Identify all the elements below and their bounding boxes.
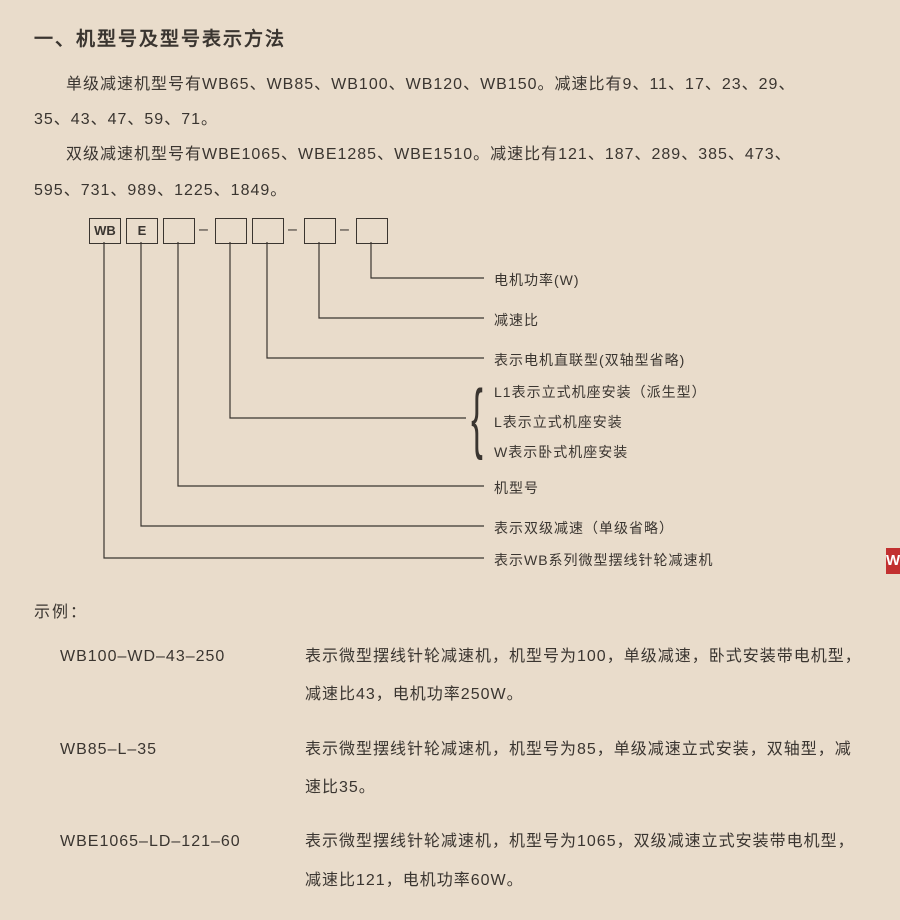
brace-icon: { <box>471 378 483 456</box>
label-stage: 表示双级减速（单级省略） <box>494 518 674 538</box>
diagram-lines <box>34 218 866 588</box>
section-heading: 一、机型号及型号表示方法 <box>34 24 866 51</box>
example-code: WB100–WD–43–250 <box>34 638 305 715</box>
label-series: 表示WB系列微型摆线针轮减速机 <box>494 550 714 570</box>
paragraph-2b: 595、731、989、1225、1849。 <box>34 173 866 208</box>
label-mount-l1: L1表示立式机座安装（派生型） <box>494 382 707 402</box>
example-desc: 表示微型摆线针轮减速机，机型号为100，单级减速，卧式安装带电机型，减速比43，… <box>305 638 866 715</box>
side-tab: W <box>886 548 900 574</box>
example-code: WB85–L–35 <box>34 731 305 808</box>
label-power: 电机功率(W) <box>494 270 580 290</box>
example-row: WB100–WD–43–250 表示微型摆线针轮减速机，机型号为100，单级减速… <box>34 638 866 715</box>
label-mount-l: L表示立式机座安装 <box>494 412 623 432</box>
examples-heading: 示例： <box>34 598 866 622</box>
example-code: WBE1065–LD–121–60 <box>34 823 305 900</box>
example-row: WB85–L–35 表示微型摆线针轮减速机，机型号为85，单级减速立式安装，双轴… <box>34 731 866 808</box>
model-code-diagram: WB E – – – <box>34 218 866 588</box>
label-ratio: 减速比 <box>494 310 539 330</box>
label-coupling: 表示电机直联型(双轴型省略) <box>494 350 685 370</box>
example-row: WBE1065–LD–121–60 表示微型摆线针轮减速机，机型号为1065，双… <box>34 823 866 900</box>
label-model: 机型号 <box>494 478 539 498</box>
paragraph-1b: 35、43、47、59、71。 <box>34 102 866 137</box>
paragraph-2a: 双级减速机型号有WBE1065、WBE1285、WBE1510。减速比有121、… <box>34 137 866 172</box>
paragraph-1a: 单级减速机型号有WB65、WB85、WB100、WB120、WB150。减速比有… <box>34 67 866 102</box>
example-desc: 表示微型摆线针轮减速机，机型号为1065，双级减速立式安装带电机型，减速比121… <box>305 823 866 900</box>
label-mount-w: W表示卧式机座安装 <box>494 442 628 462</box>
example-desc: 表示微型摆线针轮减速机，机型号为85，单级减速立式安装，双轴型，减速比35。 <box>305 731 866 808</box>
